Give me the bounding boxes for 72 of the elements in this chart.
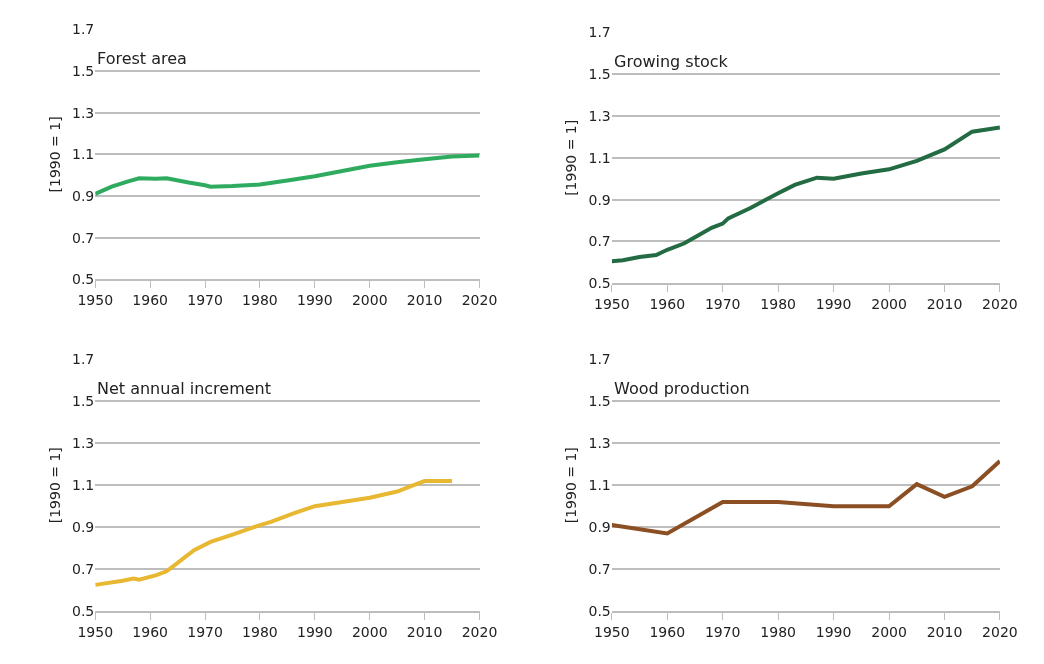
y-tick-label: 0.5 [71, 271, 95, 288]
x-tick-label: 1980 [242, 291, 278, 308]
line-series [95, 479, 455, 587]
y-tick-label: 1.5 [588, 393, 611, 410]
y-tick-label: 1.7 [588, 24, 611, 41]
x-tick-label: 2010 [926, 623, 963, 640]
x-tick-label: 2010 [406, 291, 443, 308]
y-tick-label: 1.3 [71, 104, 95, 121]
x-tick-label: 1960 [132, 623, 168, 640]
text: Wood production [614, 379, 750, 398]
x-tick-label: 1970 [704, 623, 741, 640]
y-tick-label: 1.5 [71, 393, 95, 410]
y-axis-title: [1990 = 1] [46, 116, 63, 193]
y-tick-label: 1.3 [71, 435, 95, 452]
line-series [611, 459, 1000, 536]
x-tick-label: 1950 [77, 623, 114, 640]
y-tick-label: 0.7 [588, 233, 611, 250]
y-axis-title: [1990 = 1] [563, 119, 580, 196]
y-tick-label: 0.9 [588, 191, 611, 208]
y-tick-label: 1.1 [71, 146, 95, 163]
y-tick-label: 0.7 [71, 561, 95, 578]
x-tick-label: 1980 [760, 295, 796, 312]
x-tick-label: 2000 [871, 623, 907, 640]
y-axis-title: [1990 = 1] [563, 447, 580, 524]
y-tick-label: 1.1 [588, 477, 611, 494]
x-tick-label: 1990 [815, 623, 852, 640]
x-tick-label: 1970 [187, 623, 223, 640]
x-tick-label: 1980 [242, 623, 278, 640]
x-tick-label: 1970 [704, 295, 741, 312]
y-tick-label: 0.9 [71, 187, 95, 204]
text: Forest area [97, 49, 187, 68]
text: Growing stock [614, 52, 729, 71]
x-tick-label: 1960 [132, 291, 168, 308]
x-tick-label: 2000 [871, 295, 907, 312]
x-tick-label: 1950 [593, 295, 630, 312]
x-tick-label: 2020 [461, 623, 498, 640]
y-tick-label: 0.5 [71, 603, 95, 620]
y-tick-label: 0.7 [588, 561, 611, 578]
x-tick-label: 1990 [815, 295, 852, 312]
y-tick-label: 1.5 [71, 63, 95, 80]
x-tick-label: 2020 [982, 623, 1018, 640]
x-tick-label: 2000 [351, 291, 388, 308]
y-tick-label: 1.3 [588, 107, 611, 124]
y-axis-title: [1990 = 1] [46, 447, 63, 524]
y-tick-label: 1.1 [71, 477, 95, 494]
x-tick-label: 1990 [297, 291, 333, 308]
x-tick-label: 1960 [649, 623, 686, 640]
y-tick-label: 0.7 [71, 229, 95, 246]
text: Net annual increment [97, 379, 272, 398]
x-tick-label: 2020 [982, 295, 1018, 312]
y-tick-label: 1.3 [588, 435, 611, 452]
x-tick-label: 1980 [760, 623, 796, 640]
x-tick-label: 1950 [77, 291, 114, 308]
y-tick-label: 0.9 [71, 519, 95, 536]
line-series [95, 153, 480, 196]
x-tick-label: 1950 [593, 623, 630, 640]
x-tick-label: 2020 [461, 291, 498, 308]
y-tick-label: 0.5 [588, 275, 611, 292]
x-tick-label: 1960 [649, 295, 686, 312]
x-tick-label: 1970 [187, 291, 223, 308]
x-tick-label: 2010 [926, 295, 963, 312]
x-tick-label: 2000 [351, 623, 388, 640]
y-tick-label: 1.7 [71, 351, 95, 368]
y-tick-label: 1.1 [588, 149, 611, 166]
line-series [611, 125, 1000, 264]
y-tick-label: 1.5 [588, 66, 611, 83]
y-tick-label: 0.5 [588, 603, 611, 620]
x-tick-label: 1990 [297, 623, 333, 640]
x-tick-label: 2010 [406, 623, 443, 640]
y-tick-label: 1.7 [71, 21, 95, 38]
y-tick-label: 0.9 [588, 519, 611, 536]
y-tick-label: 1.7 [588, 351, 611, 368]
